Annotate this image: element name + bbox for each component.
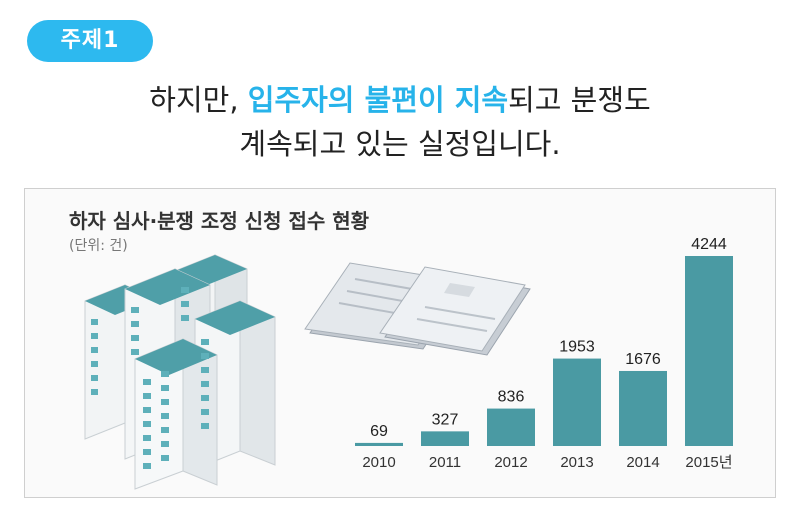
bar-2013	[553, 358, 601, 446]
x-tick-2014: 2014	[626, 454, 659, 471]
illustration	[84, 254, 531, 490]
value-label-2011: 327	[432, 411, 459, 428]
bar-2014	[619, 370, 667, 446]
headline-line-1: 하지만, 입주자의 불편이 지속되고 분쟁도	[0, 78, 800, 122]
x-tick-2010: 2010	[362, 454, 395, 471]
headline-highlight: 입주자의 불편이 지속	[247, 83, 509, 117]
headline-line-1-post: 되고 분쟁도	[508, 83, 651, 117]
value-label-2014: 1676	[625, 351, 661, 368]
bar-2012	[487, 408, 535, 446]
topic-badge: 주제1	[27, 20, 153, 62]
x-tick-2015년: 2015년	[685, 454, 732, 471]
chart-panel: 69 2010 327 2011 836 2012 1953 2013 1676 2014 4244…	[24, 188, 776, 498]
bar-2015년	[685, 256, 733, 446]
headline: 하지만, 입주자의 불편이 지속되고 분쟁도 계속되고 있는 실정입니다.	[0, 78, 800, 166]
bar-chart: 69 2010 327 2011 836 2012 1953 2013 1676 2014 4244…	[355, 236, 733, 471]
bar-2010	[355, 442, 403, 446]
documents-icon	[304, 262, 531, 356]
headline-line-1-pre: 하지만,	[149, 83, 248, 117]
x-tick-2011: 2011	[429, 454, 461, 471]
x-tick-2013: 2013	[560, 454, 593, 471]
value-label-2015년: 4244	[691, 236, 727, 253]
chart-title: 하자 심사·분쟁 조정 신청 접수 현황	[69, 209, 370, 233]
apartment-buildings-icon	[84, 254, 276, 490]
x-tick-2012: 2012	[494, 454, 527, 471]
chart-unit: (단위: 건)	[69, 238, 128, 254]
bar-2011	[421, 431, 469, 446]
value-label-2010: 69	[370, 423, 388, 440]
value-label-2013: 1953	[559, 339, 595, 356]
value-label-2012: 836	[498, 389, 525, 406]
headline-line-2: 계속되고 있는 실정입니다.	[239, 127, 561, 161]
